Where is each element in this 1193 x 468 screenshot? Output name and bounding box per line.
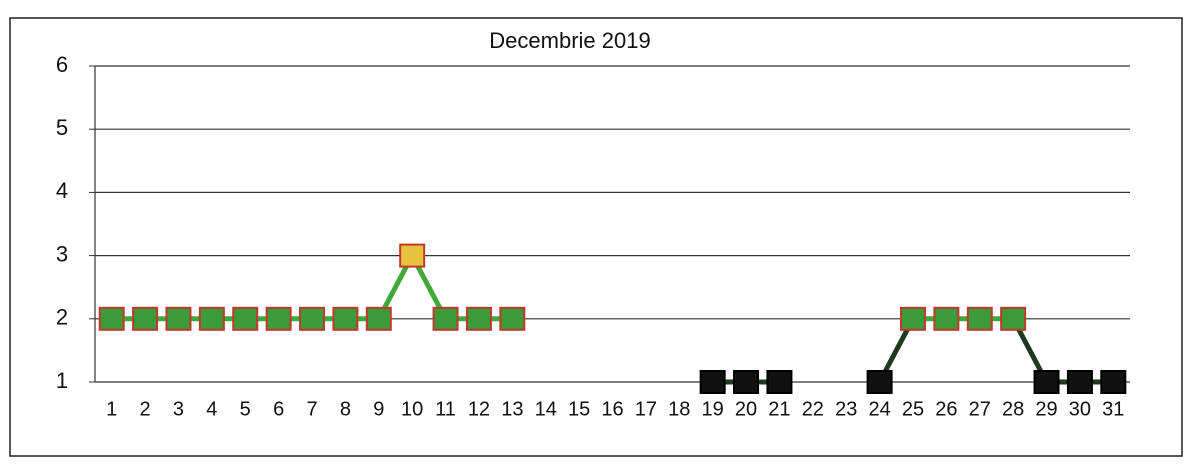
marker <box>465 306 492 331</box>
x-tick-label: 9 <box>373 398 384 420</box>
y-tick-label: 1 <box>56 368 68 393</box>
x-tick-label: 10 <box>401 398 423 420</box>
x-tick-label: 7 <box>306 398 317 420</box>
marker <box>733 370 760 394</box>
chart-frame <box>9 17 1183 457</box>
x-tick-label: 14 <box>535 398 557 420</box>
marker <box>98 306 125 331</box>
x-tick-label: 2 <box>140 398 151 420</box>
marker <box>132 306 159 331</box>
x-tick-label: 26 <box>935 398 957 420</box>
x-tick-label: 11 <box>435 398 456 420</box>
marker <box>1066 370 1093 394</box>
x-tick-label: 27 <box>969 398 991 420</box>
x-tick-label: 5 <box>240 398 251 420</box>
x-tick-label: 18 <box>668 398 690 420</box>
marker <box>899 306 926 331</box>
x-tick-label: 23 <box>835 398 857 420</box>
marker <box>1000 306 1027 331</box>
chart-title: Decembrie 2019 <box>489 28 650 53</box>
marker <box>1100 370 1127 394</box>
marker <box>399 243 426 268</box>
marker <box>332 306 359 331</box>
marker <box>265 306 292 331</box>
marker <box>365 306 392 331</box>
y-tick-label: 3 <box>56 241 68 266</box>
x-tick-label: 13 <box>501 398 523 420</box>
marker <box>299 306 326 331</box>
x-tick-label: 4 <box>206 398 217 420</box>
marker <box>966 306 993 331</box>
x-tick-label: 6 <box>273 398 284 420</box>
marker <box>766 370 793 394</box>
x-tick-label: 21 <box>768 398 790 420</box>
x-tick-label: 19 <box>702 398 724 420</box>
marker <box>165 306 192 331</box>
x-tick-label: 15 <box>568 398 590 420</box>
marker <box>933 306 960 331</box>
marker <box>232 306 259 331</box>
x-tick-label: 1 <box>106 398 117 420</box>
marker <box>432 306 459 331</box>
x-tick-label: 25 <box>902 398 924 420</box>
marker <box>499 306 526 331</box>
y-tick-label: 2 <box>56 305 68 330</box>
x-tick-label: 3 <box>173 398 184 420</box>
x-tick-label: 17 <box>635 398 657 420</box>
x-tick-label: 22 <box>802 398 824 420</box>
x-tick-label: 20 <box>735 398 757 420</box>
x-tick-label: 28 <box>1002 398 1024 420</box>
marker <box>1033 370 1060 394</box>
marker <box>699 370 726 394</box>
x-tick-label: 24 <box>868 398 890 420</box>
y-tick-label: 6 <box>56 52 68 77</box>
x-tick-label: 29 <box>1035 398 1057 420</box>
x-tick-label: 8 <box>340 398 351 420</box>
x-tick-label: 12 <box>468 398 490 420</box>
marker <box>866 370 893 394</box>
x-tick-label: 16 <box>601 398 623 420</box>
x-tick-label: 30 <box>1069 398 1091 420</box>
y-tick-label: 4 <box>56 178 68 203</box>
y-tick-label: 5 <box>56 115 68 140</box>
x-tick-label: 31 <box>1102 398 1124 420</box>
marker <box>198 306 225 331</box>
